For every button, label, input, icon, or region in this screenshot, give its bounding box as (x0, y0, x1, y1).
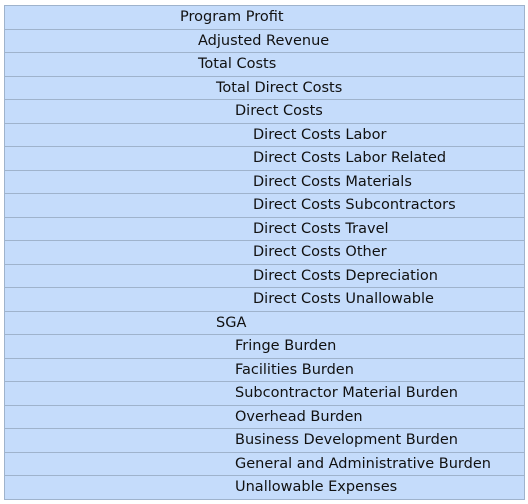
tree-row-label: Direct Costs Labor Related (253, 150, 447, 166)
tree-row-business-development-burden[interactable]: Business Development Burden (5, 429, 524, 453)
tree-row-adjusted-revenue[interactable]: Adjusted Revenue (5, 29, 524, 53)
tree-row-direct-costs-other[interactable]: Direct Costs Other (5, 241, 524, 265)
tree-row-label: Direct Costs Unallowable (253, 291, 434, 307)
tree-row-label: Direct Costs Labor (253, 126, 387, 143)
tree-row-direct-costs-travel[interactable]: Direct Costs Travel (5, 217, 524, 241)
tree-row-label: Business Development Burden (235, 432, 458, 448)
tree-row-label: SGA (216, 314, 247, 331)
tree-row-label: Direct Costs Materials (253, 173, 412, 190)
tree-row-label: Adjusted Revenue (198, 32, 330, 49)
tree-row-label: Total Direct Costs (216, 79, 343, 96)
tree-row-direct-costs[interactable]: Direct Costs (5, 100, 524, 124)
tree-row-direct-costs-labor-related[interactable]: Direct Costs Labor Related (5, 147, 524, 171)
tree-row-label: Total Costs (198, 56, 277, 72)
tree-row-label: Facilities Burden (235, 361, 354, 378)
tree-row-overhead-burden[interactable]: Overhead Burden (5, 405, 524, 429)
tree-row-program-profit[interactable]: Program Profit (5, 6, 524, 30)
tree-row-label: Direct Costs Depreciation (253, 267, 438, 284)
tree-row-general-and-administrative-burden[interactable]: General and Administrative Burden (5, 452, 524, 476)
tree-row-label: Program Profit (180, 9, 284, 25)
tree-row-direct-costs-depreciation[interactable]: Direct Costs Depreciation (5, 264, 524, 288)
tree-row-direct-costs-subcontractors[interactable]: Direct Costs Subcontractors (5, 194, 524, 218)
tree-row-facilities-burden[interactable]: Facilities Burden (5, 358, 524, 382)
tree-row-subcontractor-material-burden[interactable]: Subcontractor Material Burden (5, 382, 524, 406)
tree-row-label: Overhead Burden (235, 408, 363, 425)
tree-row-label: Direct Costs Travel (253, 220, 389, 237)
tree-row-direct-costs-labor[interactable]: Direct Costs Labor (5, 123, 524, 147)
tree-row-sga[interactable]: SGA (5, 311, 524, 335)
account-hierarchy-tree: Program Profit Adjusted Revenue Total Co… (4, 5, 525, 500)
tree-row-label: Fringe Burden (235, 338, 337, 354)
tree-row-label: Unallowable Expenses (235, 479, 398, 495)
tree-row-total-direct-costs[interactable]: Total Direct Costs (5, 76, 524, 100)
tree-row-label: General and Administrative Burden (235, 455, 491, 472)
tree-row-fringe-burden[interactable]: Fringe Burden (5, 335, 524, 359)
tree-row-label: Direct Costs Subcontractors (253, 197, 456, 213)
tree-row-label: Subcontractor Material Burden (235, 385, 458, 401)
tree-row-label: Direct Costs (235, 103, 323, 119)
tree-row-direct-costs-unallowable[interactable]: Direct Costs Unallowable (5, 288, 524, 312)
tree-row-direct-costs-materials[interactable]: Direct Costs Materials (5, 170, 524, 194)
tree-row-label: Direct Costs Other (253, 244, 387, 260)
tree-row-total-costs[interactable]: Total Costs (5, 53, 524, 77)
tree-row-unallowable-expenses[interactable]: Unallowable Expenses (5, 476, 524, 500)
